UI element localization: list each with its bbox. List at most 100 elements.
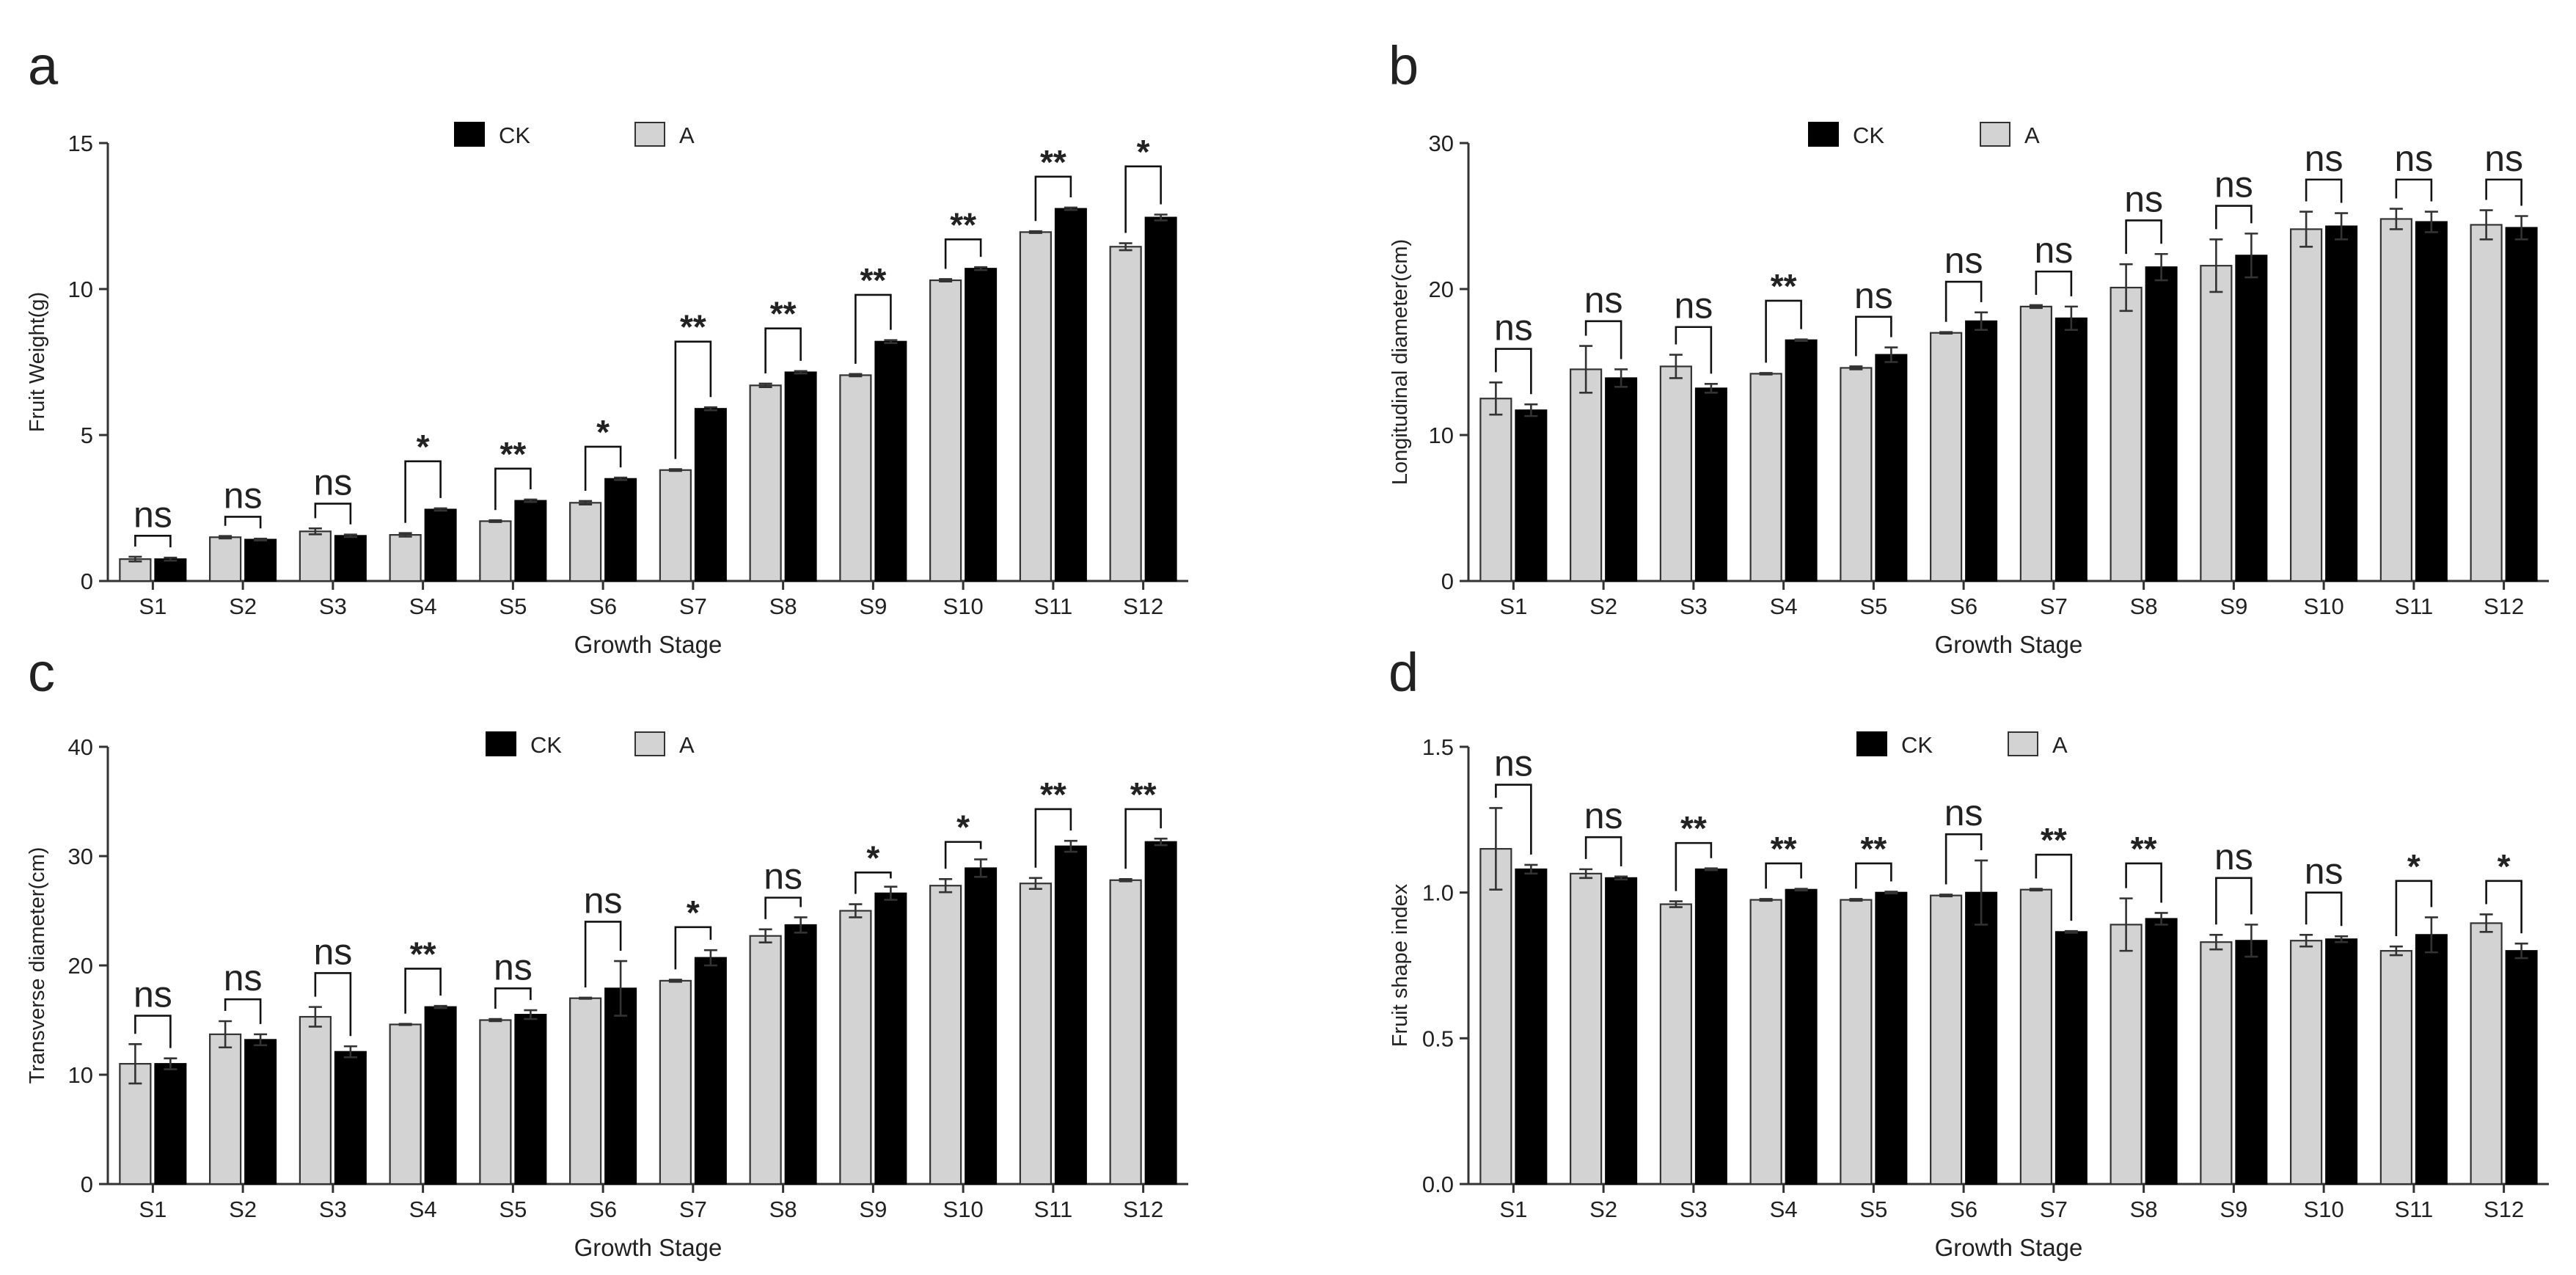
error-bar (128, 1042, 142, 1085)
bar-ck (154, 558, 187, 582)
bar-ck (965, 268, 998, 582)
error-bar (1759, 898, 1773, 902)
x-tick-label: S2 (1589, 593, 1617, 619)
error-bar (758, 382, 772, 389)
significance-bracket (584, 921, 622, 987)
x-axis-label: Growth Stage (574, 1234, 722, 1261)
bar-ck (874, 892, 907, 1186)
significance-label: ** (1771, 267, 1797, 305)
significance-bracket (1584, 320, 1622, 359)
significance-bracket (1124, 165, 1162, 233)
bar-ck (1144, 841, 1177, 1185)
error-bar (489, 519, 502, 523)
error-bar (2154, 912, 2168, 926)
error-bar (524, 498, 538, 503)
bar-ck (1875, 354, 1908, 582)
significance-label: * (687, 894, 700, 932)
error-bar (308, 527, 322, 536)
y-tick-label: 10 (68, 277, 93, 302)
significance-label: ns (133, 494, 172, 535)
error-bar (1028, 230, 1042, 234)
error-bar (1489, 807, 1503, 891)
significance-label: ns (313, 462, 352, 503)
error-bar (2064, 929, 2078, 934)
x-tick-label: S5 (499, 593, 527, 619)
panel-label: c (28, 642, 55, 703)
bar-ck (604, 987, 637, 1186)
y-tick-label: 30 (1429, 131, 1454, 156)
significance-label: ns (2124, 178, 2163, 219)
y-tick-label: 30 (68, 844, 93, 869)
bar-ck (1054, 845, 1087, 1185)
significance-bracket (314, 503, 352, 525)
significance-bracket (224, 998, 262, 1024)
significance-bracket (2305, 891, 2343, 927)
significance-label: ** (1040, 143, 1066, 181)
bar-ck (1054, 208, 1087, 582)
bar-a (2379, 218, 2412, 582)
error-bar (1524, 863, 1538, 875)
x-tick-label: S4 (409, 593, 437, 619)
error-bar (1704, 867, 1718, 872)
bar-ck (604, 478, 637, 582)
significance-label: * (2498, 847, 2511, 885)
panel-label: d (1388, 642, 1419, 703)
error-bar (758, 928, 772, 944)
significance-label: ns (584, 880, 623, 921)
error-bar (433, 1004, 447, 1009)
bar-a (749, 384, 782, 582)
bar-a (839, 910, 872, 1186)
error-bar (1154, 213, 1168, 222)
error-bar (614, 960, 628, 1017)
x-tick-label: S11 (1033, 593, 1072, 619)
significance-bracket (944, 841, 982, 869)
error-bar (2209, 238, 2223, 293)
error-bar (849, 373, 863, 378)
y-tick-label: 1.0 (1422, 880, 1454, 906)
bar-ck (874, 340, 907, 582)
bar-a (2290, 940, 2323, 1186)
error-bar (1669, 900, 1683, 908)
significance-label: ns (1944, 792, 1983, 833)
bar-a (1840, 367, 1873, 582)
error-bar (2299, 211, 2313, 248)
error-bar (219, 1020, 233, 1049)
bar-ck (1144, 216, 1177, 582)
error-bar (2424, 916, 2438, 954)
significance-label: ** (1860, 830, 1887, 868)
bar-ck (514, 1014, 547, 1186)
significance-bracket (494, 467, 532, 511)
x-tick-label: S1 (139, 1197, 167, 1222)
significance-bracket (1944, 833, 1983, 885)
bar-ck (2325, 225, 2358, 582)
bar-a (1749, 899, 1782, 1186)
error-bar (254, 1033, 268, 1047)
error-bar (1849, 365, 1863, 370)
bar-ck (1694, 868, 1727, 1185)
error-bar (489, 1018, 502, 1023)
error-bar (884, 339, 898, 344)
x-tick-label: S3 (1680, 593, 1708, 619)
significance-bracket (494, 987, 532, 1009)
x-tick-label: S6 (589, 593, 617, 619)
error-bar (668, 468, 682, 472)
bar-a (2470, 224, 2503, 582)
y-tick-label: 40 (68, 734, 93, 760)
x-tick-label: S10 (2304, 593, 2344, 619)
bar-a (749, 935, 782, 1186)
x-tick-label: S10 (943, 593, 984, 619)
error-bar (1028, 877, 1042, 890)
bar-a (839, 374, 872, 582)
bar-ck (2505, 227, 2538, 582)
significance-label: * (2407, 847, 2421, 885)
bar-ck (1515, 409, 1548, 582)
panel-d-fruit-shape-index-chart: d0.00.51.01.5S1nsS2nsS3**S4**S5**S6nsS7*… (1388, 642, 2549, 1261)
error-bar (398, 1023, 412, 1026)
y-tick-label: 0 (81, 1172, 93, 1197)
bar-a (1479, 398, 1512, 582)
y-axis-label: Longitudinal diameter(cm) (1388, 239, 1412, 485)
error-bar (2244, 924, 2258, 958)
error-bar (668, 979, 682, 983)
significance-bracket (2035, 270, 2073, 296)
